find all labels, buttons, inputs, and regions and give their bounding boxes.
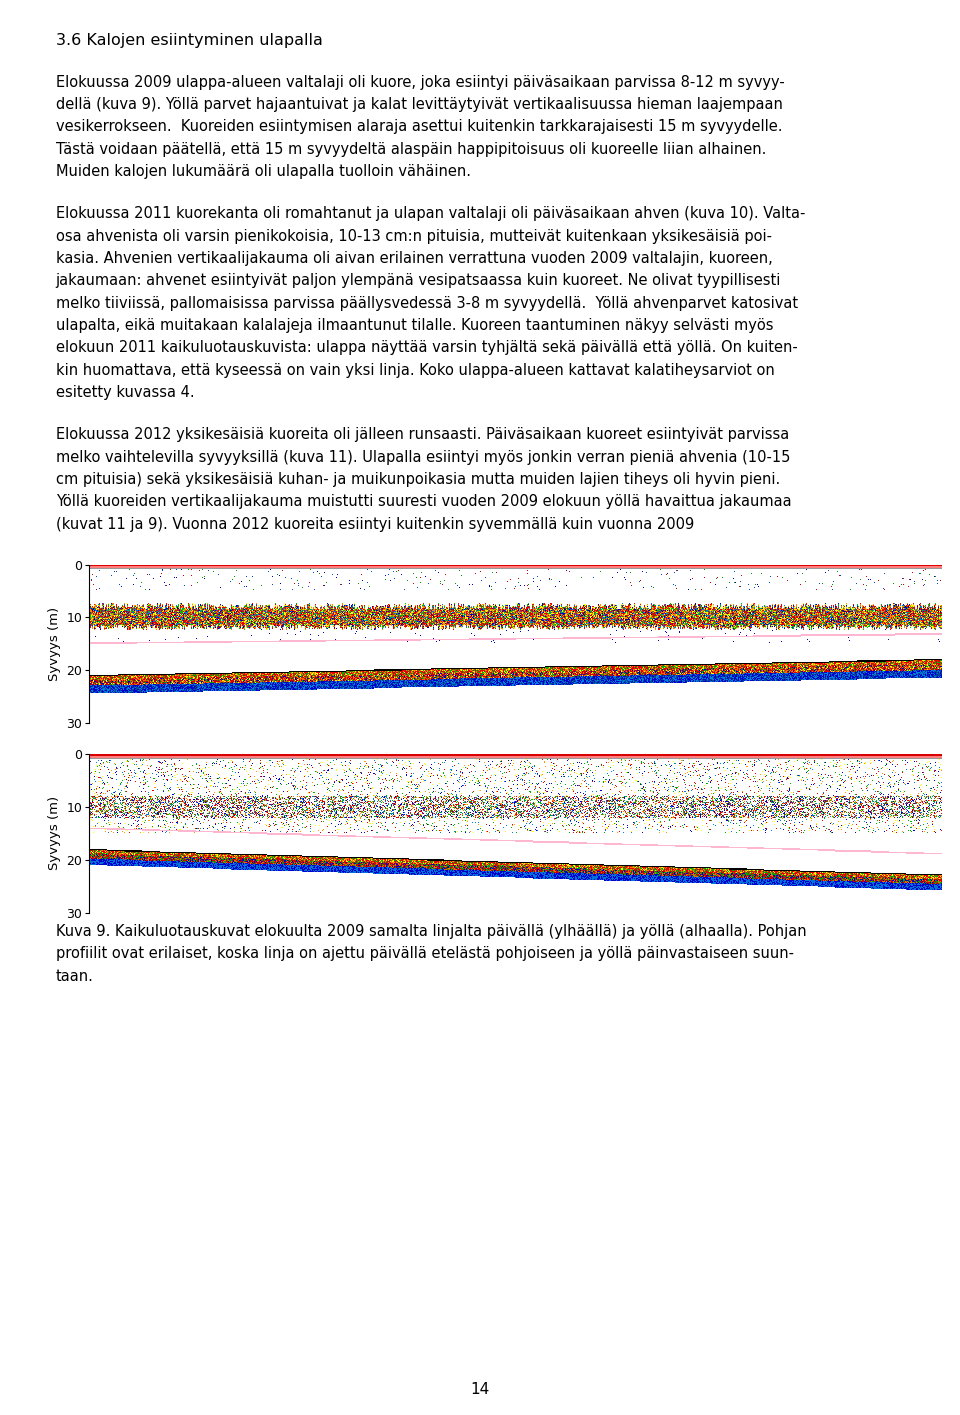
Text: melko vaihtelevilla syvyyksillä (kuva 11). Ulapalla esiintyi myös jonkin verran : melko vaihtelevilla syvyyksillä (kuva 11… xyxy=(56,450,790,464)
Text: (kuvat 11 ja 9). Vuonna 2012 kuoreita esiintyi kuitenkin syvemmällä kuin vuonna : (kuvat 11 ja 9). Vuonna 2012 kuoreita es… xyxy=(56,516,694,532)
Y-axis label: Syvyys (m): Syvyys (m) xyxy=(48,607,60,681)
Text: jakaumaan: ahvenet esiintyivät paljon ylempänä vesipatsaassa kuin kuoreet. Ne ol: jakaumaan: ahvenet esiintyivät paljon yl… xyxy=(56,273,781,289)
Text: cm pituisia) sekä yksikesäisiä kuhan- ja muikunpoikasia mutta muiden lajien tihe: cm pituisia) sekä yksikesäisiä kuhan- ja… xyxy=(56,473,780,487)
Text: kasia. Ahvenien vertikaalijakauma oli aivan erilainen verrattuna vuoden 2009 val: kasia. Ahvenien vertikaalijakauma oli ai… xyxy=(56,250,773,266)
Text: Elokuussa 2011 kuorekanta oli romahtanut ja ulapan valtalaji oli päiväsaikaan ah: Elokuussa 2011 kuorekanta oli romahtanut… xyxy=(56,207,805,221)
Text: esitetty kuvassa 4.: esitetty kuvassa 4. xyxy=(56,385,194,400)
Text: Tästä voidaan päätellä, että 15 m syvyydeltä alaspäin happipitoisuus oli kuoreel: Tästä voidaan päätellä, että 15 m syvyyd… xyxy=(56,142,766,157)
Text: taan.: taan. xyxy=(56,969,93,983)
Text: profiilit ovat erilaiset, koska linja on ajettu päivällä etelästä pohjoiseen ja : profiilit ovat erilaiset, koska linja on… xyxy=(56,947,794,961)
Text: kin huomattava, että kyseessä on vain yksi linja. Koko ulappa-alueen kattavat ka: kin huomattava, että kyseessä on vain yk… xyxy=(56,362,775,378)
Text: dellä (kuva 9). Yöllä parvet hajaantuivat ja kalat levittäytyivät vertikaalisuus: dellä (kuva 9). Yöllä parvet hajaantuiva… xyxy=(56,98,782,112)
Text: 14: 14 xyxy=(470,1381,490,1397)
Text: Elokuussa 2009 ulappa-alueen valtalaji oli kuore, joka esiintyi päiväsaikaan par: Elokuussa 2009 ulappa-alueen valtalaji o… xyxy=(56,75,784,89)
Text: vesikerrokseen.  Kuoreiden esiintymisen alaraja asettui kuitenkin tarkkarajaises: vesikerrokseen. Kuoreiden esiintymisen a… xyxy=(56,119,782,134)
Text: melko tiiviissä, pallomaisissa parvissa päällysvedessä 3-8 m syvyydellä.  Yöllä : melko tiiviissä, pallomaisissa parvissa … xyxy=(56,296,798,311)
Text: Muiden kalojen lukumäärä oli ulapalla tuolloin vähäinen.: Muiden kalojen lukumäärä oli ulapalla tu… xyxy=(56,164,470,180)
Text: Elokuussa 2012 yksikesäisiä kuoreita oli jälleen runsaasti. Päiväsaikaan kuoreet: Elokuussa 2012 yksikesäisiä kuoreita oli… xyxy=(56,427,789,443)
Text: elokuun 2011 kaikuluotauskuvista: ulappa näyttää varsin tyhjältä sekä päivällä e: elokuun 2011 kaikuluotauskuvista: ulappa… xyxy=(56,341,798,355)
Y-axis label: Syvyys (m): Syvyys (m) xyxy=(48,797,60,870)
Text: osa ahvenista oli varsin pienikokoisia, 10-13 cm:n pituisia, mutteivät kuitenkaa: osa ahvenista oli varsin pienikokoisia, … xyxy=(56,229,772,243)
Text: Yöllä kuoreiden vertikaalijakauma muistutti suuresti vuoden 2009 elokuun yöllä h: Yöllä kuoreiden vertikaalijakauma muistu… xyxy=(56,494,791,509)
Text: Kuva 9. Kaikuluotauskuvat elokuulta 2009 samalta linjalta päivällä (ylhäällä) ja: Kuva 9. Kaikuluotauskuvat elokuulta 2009… xyxy=(56,924,806,940)
Text: ulapalta, eikä muitakaan kalalajeja ilmaantunut tilalle. Kuoreen taantuminen näk: ulapalta, eikä muitakaan kalalajeja ilma… xyxy=(56,318,773,333)
Text: 3.6 Kalojen esiintyminen ulapalla: 3.6 Kalojen esiintyminen ulapalla xyxy=(56,33,323,48)
